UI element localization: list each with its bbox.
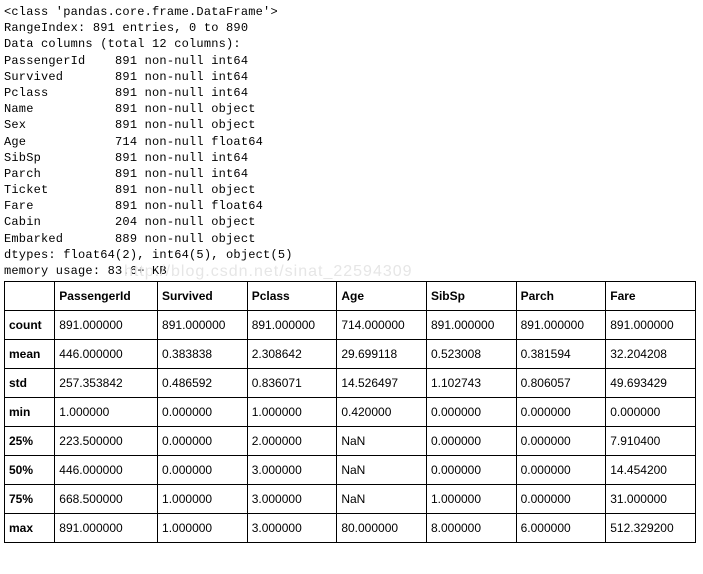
cell: 1.000000: [158, 485, 248, 514]
cell: 1.000000: [158, 514, 248, 543]
cell: 0.836071: [247, 369, 337, 398]
cell: 29.699118: [337, 340, 427, 369]
cell: 0.486592: [158, 369, 248, 398]
describe-col-Pclass: Pclass: [247, 282, 337, 311]
cell: 0.523008: [426, 340, 516, 369]
table-row: 75%668.5000001.0000003.000000NaN1.000000…: [5, 485, 696, 514]
dataframe-info-block: <class 'pandas.core.frame.DataFrame'> Ra…: [4, 4, 699, 279]
cell: 1.102743: [426, 369, 516, 398]
describe-col-index: [5, 282, 55, 311]
cell: 257.353842: [55, 369, 158, 398]
cell: 0.000000: [516, 456, 606, 485]
cell: 891.000000: [55, 311, 158, 340]
cell: 0.000000: [516, 398, 606, 427]
cell: 6.000000: [516, 514, 606, 543]
row-label: 25%: [5, 427, 55, 456]
describe-table-head: PassengerIdSurvivedPclassAgeSibSpParchFa…: [5, 282, 696, 311]
cell: 3.000000: [247, 485, 337, 514]
cell: 668.500000: [55, 485, 158, 514]
row-label: 50%: [5, 456, 55, 485]
cell: 0.000000: [606, 398, 696, 427]
cell: 3.000000: [247, 514, 337, 543]
cell: 1.000000: [426, 485, 516, 514]
describe-table-body: count891.000000891.000000891.000000714.0…: [5, 311, 696, 543]
describe-col-Age: Age: [337, 282, 427, 311]
cell: 0.420000: [337, 398, 427, 427]
cell: 2.000000: [247, 427, 337, 456]
cell: 2.308642: [247, 340, 337, 369]
describe-table: PassengerIdSurvivedPclassAgeSibSpParchFa…: [4, 281, 696, 543]
row-label: max: [5, 514, 55, 543]
row-label: mean: [5, 340, 55, 369]
cell: 891.000000: [247, 311, 337, 340]
cell: 0.000000: [158, 427, 248, 456]
table-row: mean446.0000000.3838382.30864229.6991180…: [5, 340, 696, 369]
table-row: 50%446.0000000.0000003.000000NaN0.000000…: [5, 456, 696, 485]
watermark-text: http://blog.csdn.net/sinat_22594309: [124, 263, 413, 281]
cell: 1.000000: [55, 398, 158, 427]
cell: 446.000000: [55, 456, 158, 485]
cell: 0.383838: [158, 340, 248, 369]
cell: 32.204208: [606, 340, 696, 369]
cell: 0.000000: [158, 456, 248, 485]
cell: 891.000000: [516, 311, 606, 340]
cell: 891.000000: [158, 311, 248, 340]
cell: 891.000000: [55, 514, 158, 543]
table-row: min1.0000000.0000001.0000000.4200000.000…: [5, 398, 696, 427]
cell: 8.000000: [426, 514, 516, 543]
describe-header-row: PassengerIdSurvivedPclassAgeSibSpParchFa…: [5, 282, 696, 311]
cell: 1.000000: [247, 398, 337, 427]
cell: 0.000000: [426, 398, 516, 427]
cell: 891.000000: [606, 311, 696, 340]
row-label: std: [5, 369, 55, 398]
cell: 0.381594: [516, 340, 606, 369]
cell: 446.000000: [55, 340, 158, 369]
cell: 0.806057: [516, 369, 606, 398]
cell: 80.000000: [337, 514, 427, 543]
describe-col-Parch: Parch: [516, 282, 606, 311]
table-row: count891.000000891.000000891.000000714.0…: [5, 311, 696, 340]
table-row: 25%223.5000000.0000002.000000NaN0.000000…: [5, 427, 696, 456]
describe-col-Fare: Fare: [606, 282, 696, 311]
cell: 7.910400: [606, 427, 696, 456]
cell: 31.000000: [606, 485, 696, 514]
cell: NaN: [337, 456, 427, 485]
describe-col-SibSp: SibSp: [426, 282, 516, 311]
cell: 0.000000: [516, 427, 606, 456]
cell: NaN: [337, 427, 427, 456]
describe-col-PassengerId: PassengerId: [55, 282, 158, 311]
cell: 891.000000: [426, 311, 516, 340]
table-row: std257.3538420.4865920.83607114.5264971.…: [5, 369, 696, 398]
cell: 0.000000: [426, 427, 516, 456]
row-label: count: [5, 311, 55, 340]
cell: 0.000000: [158, 398, 248, 427]
cell: 3.000000: [247, 456, 337, 485]
cell: 0.000000: [426, 456, 516, 485]
describe-col-Survived: Survived: [158, 282, 248, 311]
cell: 49.693429: [606, 369, 696, 398]
row-label: min: [5, 398, 55, 427]
cell: 14.454200: [606, 456, 696, 485]
cell: 14.526497: [337, 369, 427, 398]
cell: 714.000000: [337, 311, 427, 340]
table-row: max891.0000001.0000003.00000080.0000008.…: [5, 514, 696, 543]
cell: 512.329200: [606, 514, 696, 543]
cell: 0.000000: [516, 485, 606, 514]
cell: NaN: [337, 485, 427, 514]
row-label: 75%: [5, 485, 55, 514]
cell: 223.500000: [55, 427, 158, 456]
